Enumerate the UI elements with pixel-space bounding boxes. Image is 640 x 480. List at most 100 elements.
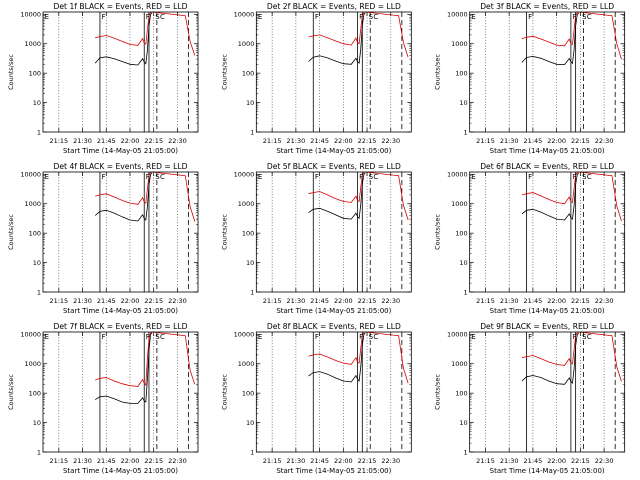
x-tick-label: 21:45	[97, 297, 116, 305]
y-axis-label: Counts/sec	[434, 374, 442, 410]
x-tick-label: 21:30	[500, 457, 519, 465]
x-axis-label: Start Time (14-May-05 21:05:00)	[490, 307, 605, 315]
annotation-s: S	[155, 333, 160, 341]
annotation-e: E	[471, 13, 475, 21]
y-tick-label: 1	[464, 128, 468, 136]
annotation-f: F	[359, 333, 363, 341]
annotation-f: F	[572, 333, 576, 341]
y-tick-label: 10	[33, 99, 41, 107]
y-tick-label: 1	[250, 128, 254, 136]
chart-title: Det 6f BLACK = Events, RED = LLD	[480, 162, 614, 171]
y-tick-label: 10	[246, 99, 254, 107]
x-tick-label: 21:30	[500, 297, 519, 305]
x-tick-label: 21:30	[287, 137, 306, 145]
series-events-line	[521, 332, 580, 385]
annotation-c: C	[160, 13, 165, 21]
annotation-f: F	[102, 13, 106, 21]
x-tick-label: 22:15	[358, 297, 377, 305]
x-axis-label: Start Time (14-May-05 21:05:00)	[276, 307, 391, 315]
x-tick-label: 22:15	[571, 137, 590, 145]
y-axis-label: Counts/sec	[220, 214, 228, 250]
x-axis-label: Start Time (14-May-05 21:05:00)	[276, 147, 391, 155]
x-axis-label: Start Time (14-May-05 21:05:00)	[490, 467, 605, 475]
x-tick-label: 21:45	[310, 297, 329, 305]
y-tick-label: 1	[37, 128, 41, 136]
y-tick-label: 1000	[24, 360, 41, 368]
series-lld-line	[308, 11, 409, 58]
chart-title: Det 1f BLACK = Events, RED = LLD	[54, 2, 188, 11]
x-tick-label: 21:15	[476, 297, 495, 305]
y-tick-label: 10	[459, 259, 467, 267]
series-events-line	[94, 12, 153, 66]
chart-title: Det 4f BLACK = Events, RED = LLD	[54, 162, 188, 171]
x-axis-label: Start Time (14-May-05 21:05:00)	[490, 147, 605, 155]
annotation-e: E	[45, 173, 49, 181]
panel-det-9: Det 9f BLACK = Events, RED = LLD Counts/s…	[434, 322, 626, 475]
y-tick-label: 1	[250, 288, 254, 296]
series-events-line	[94, 172, 153, 222]
x-tick-label: 21:30	[287, 297, 306, 305]
y-tick-label: 1	[464, 448, 468, 456]
x-tick-label: 22:30	[595, 297, 614, 305]
annotation-f: F	[528, 173, 532, 181]
y-tick-label: 1000	[238, 360, 255, 368]
plot-frame	[469, 11, 626, 133]
y-tick-label: 1000	[24, 40, 41, 48]
y-tick-label: 1	[37, 448, 41, 456]
y-tick-label: 10	[246, 259, 254, 267]
x-tick-label: 22:00	[334, 137, 353, 145]
y-axis-label: Counts/sec	[434, 214, 442, 250]
x-tick-label: 21:15	[263, 457, 282, 465]
panel-det-8: Det 8f BLACK = Events, RED = LLD Counts/s…	[220, 322, 412, 475]
y-tick-label: 1000	[238, 200, 255, 208]
x-axis-label: Start Time (14-May-05 21:05:00)	[63, 307, 178, 315]
panel-det-5: Det 5f BLACK = Events, RED = LLD Counts/s…	[220, 162, 412, 315]
annotation-c: C	[160, 173, 165, 181]
x-tick-label: 21:45	[524, 457, 543, 465]
x-tick-label: 22:00	[547, 457, 566, 465]
y-tick-label: 10	[33, 419, 41, 427]
y-tick-label: 10000	[447, 11, 468, 19]
chart-title: Det 7f BLACK = Events, RED = LLD	[54, 322, 188, 331]
y-tick-label: 1000	[451, 360, 468, 368]
x-axis-label: Start Time (14-May-05 21:05:00)	[63, 467, 178, 475]
y-tick-label: 10	[33, 259, 41, 267]
y-tick-label: 100	[29, 229, 41, 237]
y-tick-label: 100	[455, 229, 467, 237]
annotation-s: S	[155, 13, 160, 21]
y-tick-label: 100	[242, 389, 254, 397]
x-tick-label: 22:15	[144, 457, 163, 465]
x-tick-label: 22:00	[547, 137, 566, 145]
x-tick-label: 21:45	[524, 297, 543, 305]
annotation-s: S	[369, 13, 374, 21]
y-tick-label: 1000	[451, 200, 468, 208]
x-tick-label: 21:45	[524, 137, 543, 145]
annotation-s: S	[582, 173, 587, 181]
y-tick-label: 10000	[447, 171, 468, 179]
plot-frame	[255, 11, 412, 133]
chart-title: Det 5f BLACK = Events, RED = LLD	[267, 162, 401, 171]
x-tick-label: 22:30	[595, 137, 614, 145]
plot-frame	[255, 171, 412, 293]
y-tick-label: 10	[459, 419, 467, 427]
annotation-f: F	[315, 13, 319, 21]
series-lld-line	[521, 331, 622, 382]
y-tick-label: 10000	[20, 331, 41, 339]
series-lld-line	[95, 11, 196, 56]
x-tick-label: 21:45	[97, 137, 116, 145]
series-lld-line	[308, 171, 409, 221]
y-tick-label: 10000	[447, 331, 468, 339]
x-tick-label: 22:30	[168, 297, 187, 305]
x-tick-label: 21:30	[500, 137, 519, 145]
y-axis-label: Counts/sec	[434, 54, 442, 90]
y-tick-label: 100	[242, 229, 254, 237]
y-tick-label: 1	[250, 448, 254, 456]
plot-frame	[469, 171, 626, 293]
annotation-e: E	[45, 13, 49, 21]
y-tick-label: 100	[29, 69, 41, 77]
plot-frame	[42, 171, 199, 293]
annotation-f: F	[315, 333, 319, 341]
plot-frame	[469, 331, 626, 453]
chart-title: Det 8f BLACK = Events, RED = LLD	[267, 322, 401, 331]
